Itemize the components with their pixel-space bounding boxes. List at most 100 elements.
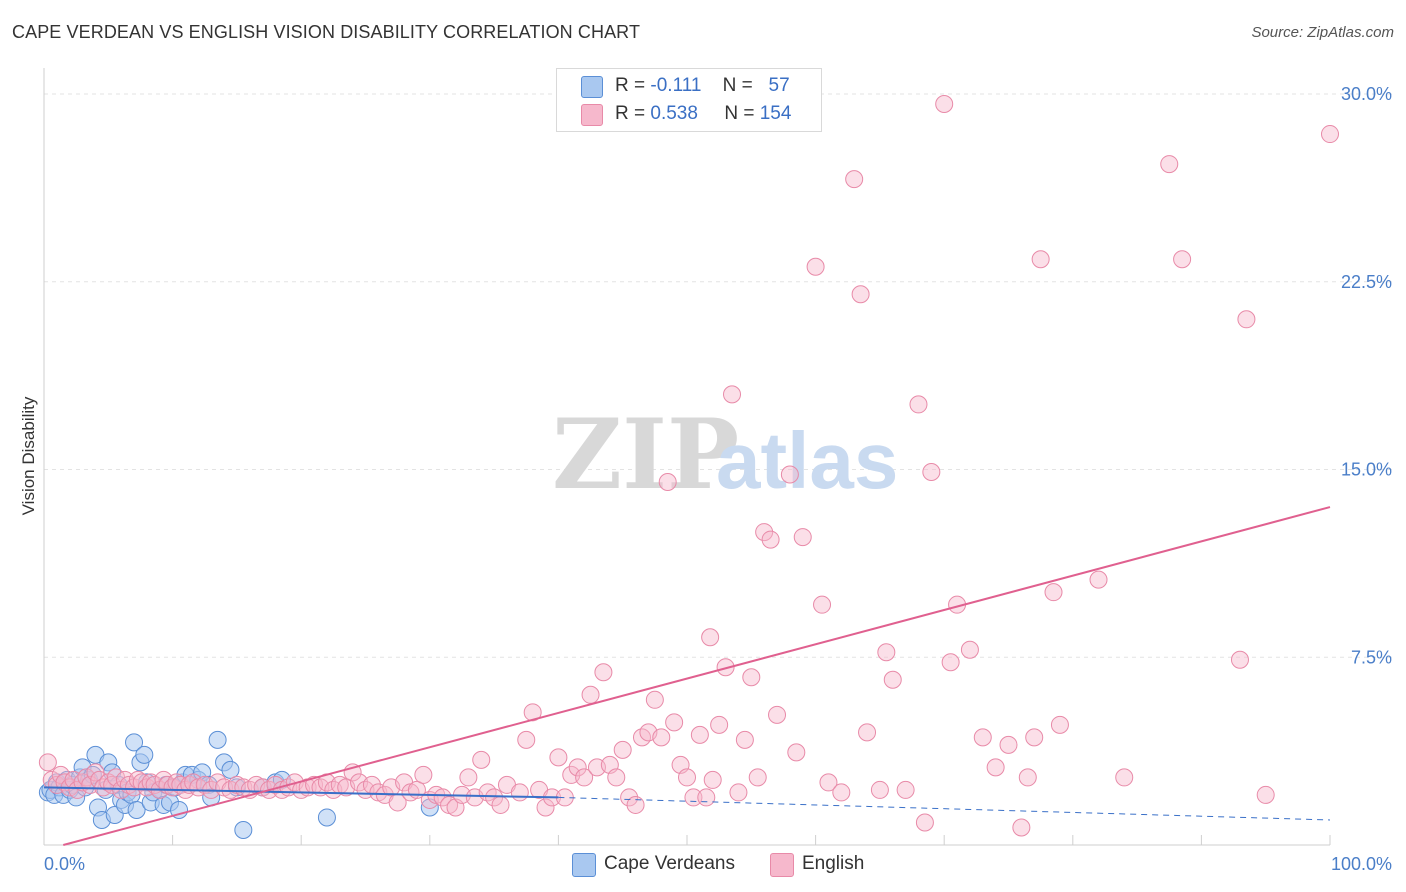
- english-point-82: [491, 795, 510, 814]
- english-point-102: [626, 795, 645, 814]
- legend-n-value: 57: [768, 75, 790, 96]
- english-point-136: [870, 780, 889, 799]
- y-axis-label: Vision Disability: [19, 396, 38, 515]
- english-point-152: [1025, 728, 1044, 747]
- english-point-116: [710, 715, 729, 734]
- english-point-115: [703, 770, 722, 789]
- cape-verdean-point-47: [208, 730, 227, 749]
- legend-swatch-blue: [581, 76, 603, 98]
- english-point-131: [819, 773, 838, 792]
- english-point-79: [472, 750, 491, 769]
- english-point-125: [768, 705, 787, 724]
- source-credit: Source: ZipAtlas.com: [1251, 24, 1394, 41]
- english-point-143: [935, 95, 954, 114]
- english-point-112: [690, 725, 709, 744]
- cape-verdean-point-39: [170, 800, 189, 819]
- english-point-73: [433, 788, 452, 807]
- legend-n-label: N =: [724, 103, 755, 124]
- english-point-134: [851, 285, 870, 304]
- cape-verdeans-trend-extension: [558, 796, 1331, 821]
- english-point-95: [581, 685, 600, 704]
- english-point-154: [1044, 583, 1063, 602]
- english-point-88: [536, 798, 555, 817]
- english-point-99: [607, 768, 626, 787]
- legend-n-value: 154: [759, 103, 792, 124]
- english-point-84: [510, 783, 529, 802]
- english-point-119: [729, 783, 748, 802]
- english-point-105: [645, 690, 664, 709]
- english-point-148: [986, 758, 1005, 777]
- english-point-101: [620, 788, 639, 807]
- english-point-144: [941, 653, 960, 672]
- english-point-127: [787, 743, 806, 762]
- english-point-142: [922, 463, 941, 482]
- english-point-141: [915, 813, 934, 832]
- trend-lines: [43, 506, 1331, 846]
- cape-verdean-point-27: [125, 733, 144, 752]
- english-point-77: [459, 768, 478, 787]
- english-point-114: [701, 628, 720, 647]
- cape-verdean-point-55: [317, 808, 336, 827]
- english-point-94: [575, 768, 594, 787]
- y-tick-label-3: 30.0%: [1341, 84, 1392, 104]
- english-point-156: [1089, 570, 1108, 589]
- english-point-110: [678, 768, 696, 787]
- english-point-155: [1050, 715, 1069, 734]
- correlation-legend: R = -0.111 N = 57 R = 0.538 N = 154: [556, 68, 822, 132]
- legend-n-label: N =: [722, 75, 753, 96]
- english-point-153: [1031, 250, 1050, 269]
- english-points: [38, 95, 1339, 837]
- chart-title: CAPE VERDEAN VS ENGLISH VISION DISABILIT…: [12, 22, 641, 42]
- bottom-legend-label: Cape Verdeans: [604, 853, 735, 874]
- english-point-111: [684, 788, 703, 807]
- english-point-90: [549, 748, 568, 767]
- watermark: ZIP atlas: [552, 398, 898, 511]
- y-tick-label-1: 15.0%: [1341, 460, 1392, 480]
- english-point-159: [1173, 250, 1192, 269]
- y-tick-label-0: 7.5%: [1351, 647, 1392, 667]
- english-point-139: [896, 780, 915, 799]
- english-point-120: [735, 730, 754, 749]
- english-point-100: [613, 740, 632, 759]
- english-point-124: [761, 530, 780, 549]
- english-point-146: [960, 640, 979, 659]
- english-point-97: [594, 663, 613, 682]
- legend-r-value: 0.538: [650, 103, 698, 124]
- legend-swatch-pink: [581, 104, 603, 126]
- english-point-160: [1230, 650, 1249, 669]
- english-point-86: [523, 703, 542, 722]
- cape-verdean-point-30: [135, 745, 154, 764]
- english-point-132: [832, 783, 851, 802]
- english-point-163: [1321, 125, 1339, 144]
- english-point-123: [755, 523, 774, 542]
- english-point-149: [999, 735, 1018, 754]
- bottom-legend-swatch-pink: [770, 853, 794, 877]
- cape-verdean-point-51: [234, 820, 253, 839]
- english-point-151: [1018, 768, 1037, 787]
- english-point-70: [414, 765, 433, 784]
- gridlines: [44, 93, 1392, 658]
- cape-verdean-point-49: [221, 760, 240, 779]
- english-point-85: [517, 730, 536, 749]
- x-tick-label-0: 0.0%: [44, 854, 85, 874]
- english-point-129: [806, 257, 825, 276]
- english-point-138: [883, 670, 902, 689]
- english-point-113: [697, 788, 716, 807]
- axes: [43, 68, 1331, 846]
- english-point-130: [813, 595, 832, 614]
- english-point-126: [780, 465, 799, 484]
- english-point-147: [973, 728, 992, 747]
- legend-r-label: R =: [615, 103, 646, 124]
- bottom-legend-label: English: [802, 853, 865, 874]
- english-point-0: [38, 753, 57, 772]
- english-point-161: [1237, 310, 1256, 329]
- x-tick-label-1: 100.0%: [1331, 854, 1392, 874]
- english-point-133: [845, 170, 864, 189]
- english-point-106: [652, 728, 671, 747]
- watermark-atlas: atlas: [716, 416, 898, 505]
- english-point-121: [742, 668, 761, 687]
- legend-r-value: -0.111: [650, 75, 702, 96]
- english-point-150: [1012, 818, 1031, 837]
- english-point-117: [716, 658, 735, 677]
